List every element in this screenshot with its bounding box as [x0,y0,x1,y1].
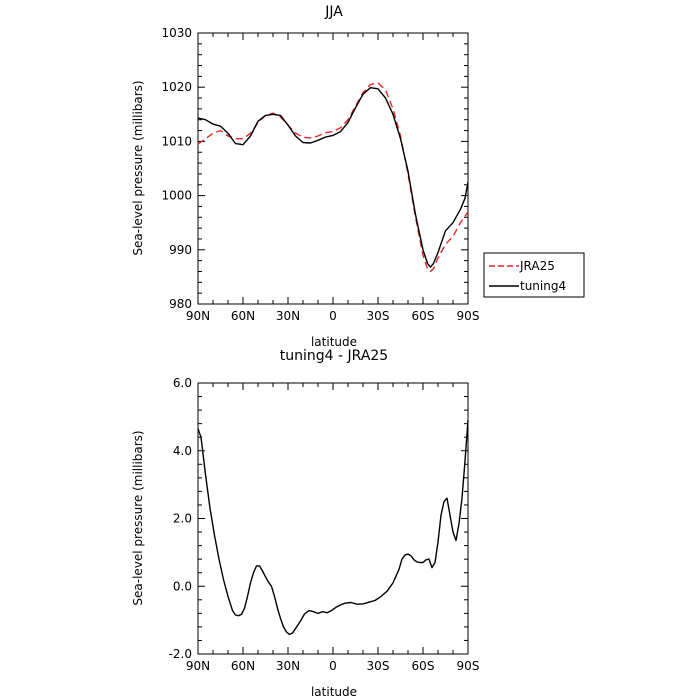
legend-label-tuning4: tuning4 [520,279,566,293]
legend-label-jra25: JRA25 [519,259,555,273]
x-tick-label: 60N [231,309,255,323]
bottom-chart-title: tuning4 - JRA25 [280,348,388,364]
x-tick-label: 90N [186,309,210,323]
bottom-x-axis-label: latitude [311,685,357,699]
x-tick-label: 0 [329,659,337,673]
series-line-tuning4 [197,86,469,268]
bottom-panel: tuning4 - JRA25 latitude Sea-level press… [131,348,479,699]
y-tick-label: 2.0 [173,512,192,526]
x-tick-label: 60N [231,659,255,673]
plot-frame [197,382,469,655]
y-tick-label: 1020 [161,80,192,94]
y-tick-label: 1030 [161,26,192,40]
x-tick-label: 30N [276,659,300,673]
bottom-y-axis-label: Sea-level pressure (millibars) [131,430,145,605]
top-x-axis-label: latitude [311,335,357,349]
x-tick-label: 30S [367,309,390,323]
y-tick-label: -2.0 [169,647,192,661]
top-chart-title: JJA [324,4,343,20]
top-panel: JJA latitude Sea-level pressure (milliba… [131,4,585,349]
x-tick-label: 30S [367,659,390,673]
x-tick-label: 90S [457,309,480,323]
series-line-difference [197,420,469,636]
y-tick-label: 6.0 [173,376,192,390]
x-tick-label: 90N [186,659,210,673]
y-tick-label: 1010 [161,134,192,148]
x-tick-label: 0 [329,309,337,323]
y-tick-label: 980 [169,297,192,311]
y-tick-label: 990 [169,243,192,257]
x-tick-label: 30N [276,309,300,323]
y-tick-label: 4.0 [173,444,192,458]
legend: JRA25 tuning4 [483,252,585,298]
x-tick-label: 90S [457,659,480,673]
top-y-axis-label: Sea-level pressure (millibars) [131,80,145,255]
x-tick-label: 60S [412,659,435,673]
series-line-jra25 [197,82,469,273]
legend-box [483,252,585,298]
y-tick-label: 0.0 [173,579,192,593]
y-tick-label: 1000 [161,189,192,203]
x-tick-label: 60S [412,309,435,323]
